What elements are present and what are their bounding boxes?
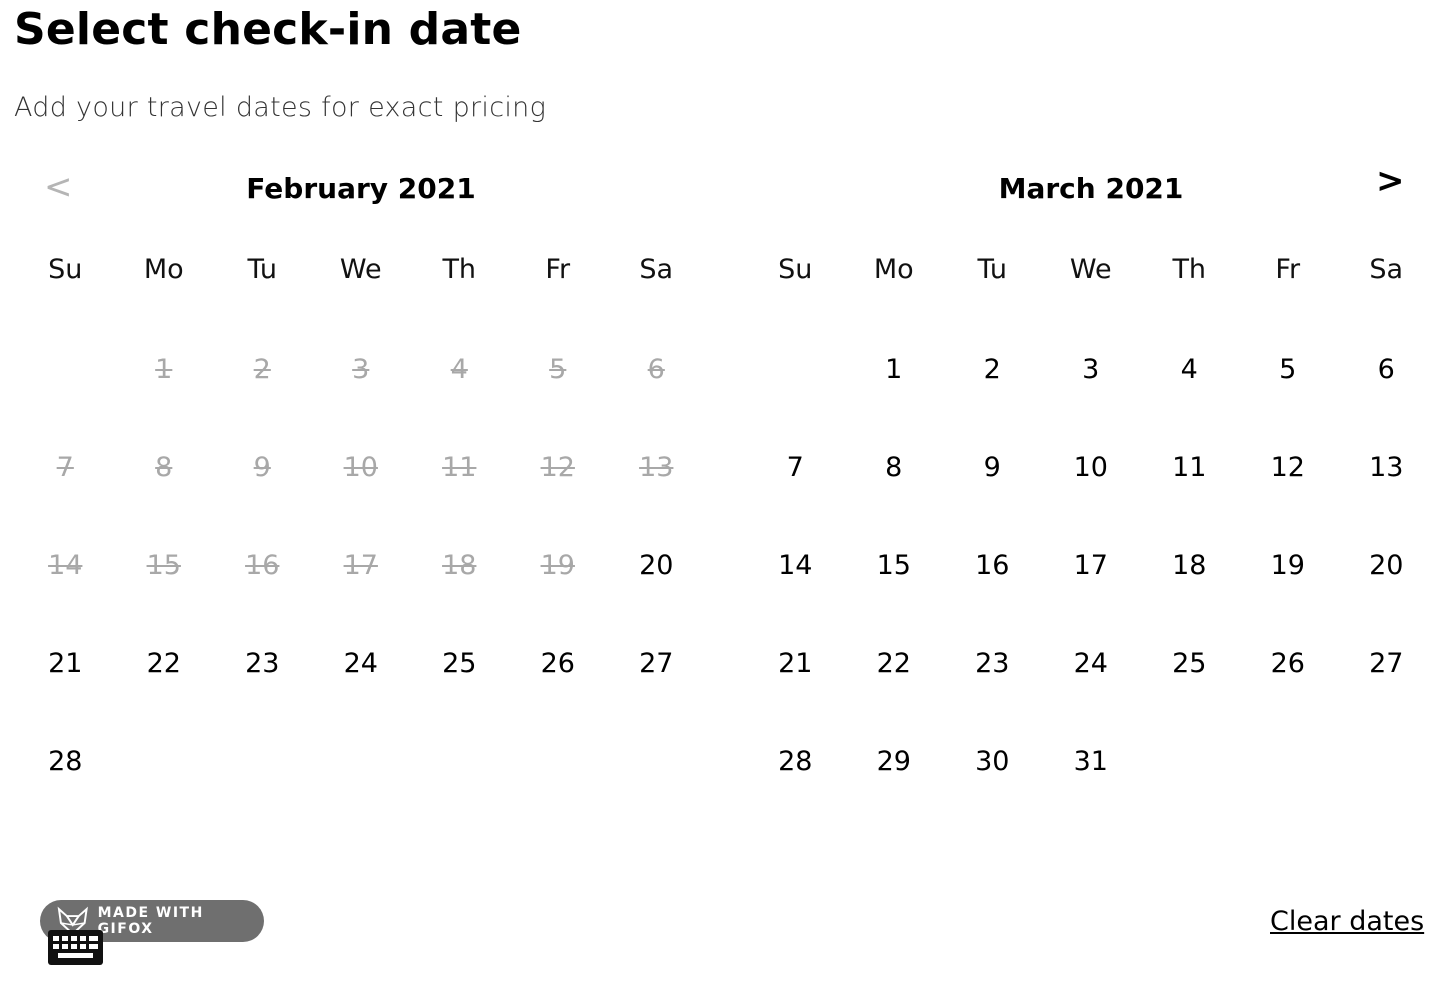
- month-title: March 2021: [998, 172, 1184, 205]
- weekday-header: Su Mo Tu We Th Fr Sa: [746, 254, 1436, 285]
- day-cell[interactable]: 28: [778, 746, 813, 777]
- day-cell[interactable]: 20: [639, 550, 674, 581]
- day-cell-empty: [607, 740, 706, 838]
- day-cell-empty: [1239, 740, 1338, 838]
- day-cell: 8: [155, 452, 173, 483]
- day-cell[interactable]: 23: [975, 648, 1010, 679]
- gifox-badge-label: MADE WITH GIFOX: [97, 905, 204, 937]
- gifox-badge: MADE WITH GIFOX: [40, 900, 264, 942]
- day-cell[interactable]: 13: [1369, 452, 1404, 483]
- day-cell: 7: [56, 452, 74, 483]
- day-cell[interactable]: 21: [778, 648, 813, 679]
- day-cell: 12: [540, 452, 575, 483]
- month-title: February 2021: [246, 172, 476, 205]
- day-cell: 14: [48, 550, 83, 581]
- day-cell[interactable]: 2: [983, 354, 1001, 385]
- day-cell: 6: [647, 354, 665, 385]
- day-grid: 1 2 3 4 5 6 7 8 9 10 11 12 13 14 15 16 17 18 19 20 21 22 23 24 2…: [16, 348, 706, 838]
- page-title: Select check-in date: [14, 4, 522, 55]
- day-cell[interactable]: 29: [876, 746, 911, 777]
- day-cell[interactable]: 22: [876, 648, 911, 679]
- weekday-sa: Sa: [1369, 254, 1404, 285]
- day-cell[interactable]: 11: [1172, 452, 1207, 483]
- day-cell[interactable]: 3: [1082, 354, 1100, 385]
- day-cell[interactable]: 19: [1270, 550, 1305, 581]
- day-cell[interactable]: 8: [885, 452, 903, 483]
- day-cell: 3: [352, 354, 370, 385]
- clear-dates-link[interactable]: Clear dates: [1270, 906, 1425, 937]
- weekday-su: Su: [48, 254, 83, 285]
- day-cell-empty: [16, 348, 115, 446]
- day-cell[interactable]: 16: [975, 550, 1010, 581]
- weekday-we: We: [1069, 254, 1112, 285]
- day-cell: 10: [343, 452, 378, 483]
- day-cell[interactable]: 6: [1377, 354, 1395, 385]
- day-cell: 5: [549, 354, 567, 385]
- day-cell-empty: [746, 348, 845, 446]
- day-cell: 19: [540, 550, 575, 581]
- day-cell[interactable]: 22: [146, 648, 181, 679]
- weekday-mo: Mo: [143, 254, 184, 285]
- day-cell: 4: [450, 354, 468, 385]
- day-cell: 16: [245, 550, 280, 581]
- day-cell: 11: [442, 452, 477, 483]
- day-cell[interactable]: 28: [48, 746, 83, 777]
- day-cell[interactable]: 31: [1073, 746, 1108, 777]
- day-cell: 18: [442, 550, 477, 581]
- day-cell: 2: [253, 354, 271, 385]
- day-cell[interactable]: 25: [442, 648, 477, 679]
- weekday-header: Su Mo Tu We Th Fr Sa: [16, 254, 706, 285]
- weekday-tu: Tu: [977, 254, 1007, 285]
- page-subtitle: Add your travel dates for exact pricing: [14, 92, 547, 123]
- day-cell[interactable]: 14: [778, 550, 813, 581]
- day-cell[interactable]: 20: [1369, 550, 1404, 581]
- day-cell[interactable]: 18: [1172, 550, 1207, 581]
- day-cell[interactable]: 30: [975, 746, 1010, 777]
- day-grid: 1 2 3 4 5 6 7 8 9 10 11 12 13 14 15 16 17 18 19 20 21 22 23 24 2…: [746, 348, 1436, 838]
- day-cell-empty: [1337, 740, 1436, 838]
- day-cell[interactable]: 24: [1073, 648, 1108, 679]
- weekday-tu: Tu: [247, 254, 277, 285]
- day-cell-empty: [312, 740, 411, 838]
- day-cell: 1: [155, 354, 173, 385]
- day-cell: 13: [639, 452, 674, 483]
- day-cell[interactable]: 4: [1180, 354, 1198, 385]
- day-cell[interactable]: 9: [983, 452, 1001, 483]
- weekday-fr: Fr: [545, 254, 571, 285]
- weekday-th: Th: [442, 254, 477, 285]
- day-cell[interactable]: 5: [1279, 354, 1297, 385]
- day-cell-empty: [213, 740, 312, 838]
- weekday-fr: Fr: [1275, 254, 1301, 285]
- day-cell[interactable]: 17: [1073, 550, 1108, 581]
- day-cell: 9: [253, 452, 271, 483]
- prev-month-button[interactable]: <: [44, 167, 73, 207]
- day-cell[interactable]: 27: [639, 648, 674, 679]
- day-cell[interactable]: 15: [876, 550, 911, 581]
- keyboard-icon: [48, 930, 103, 965]
- day-cell[interactable]: 26: [540, 648, 575, 679]
- day-cell[interactable]: 27: [1369, 648, 1404, 679]
- day-cell[interactable]: 26: [1270, 648, 1305, 679]
- day-cell-empty: [509, 740, 608, 838]
- day-cell[interactable]: 10: [1073, 452, 1108, 483]
- day-cell-empty: [410, 740, 509, 838]
- day-cell: 15: [146, 550, 181, 581]
- day-cell: 17: [343, 550, 378, 581]
- weekday-we: We: [339, 254, 382, 285]
- day-cell[interactable]: 25: [1172, 648, 1207, 679]
- day-cell[interactable]: 24: [343, 648, 378, 679]
- day-cell[interactable]: 1: [885, 354, 903, 385]
- day-cell-empty: [115, 740, 214, 838]
- weekday-sa: Sa: [639, 254, 674, 285]
- day-cell[interactable]: 7: [786, 452, 804, 483]
- weekday-mo: Mo: [873, 254, 914, 285]
- weekday-su: Su: [778, 254, 813, 285]
- day-cell[interactable]: 12: [1270, 452, 1305, 483]
- next-month-button[interactable]: >: [1376, 161, 1405, 201]
- day-cell[interactable]: 23: [245, 648, 280, 679]
- day-cell[interactable]: 21: [48, 648, 83, 679]
- fox-logo-icon: [57, 906, 88, 936]
- weekday-th: Th: [1172, 254, 1207, 285]
- day-cell-empty: [1140, 740, 1239, 838]
